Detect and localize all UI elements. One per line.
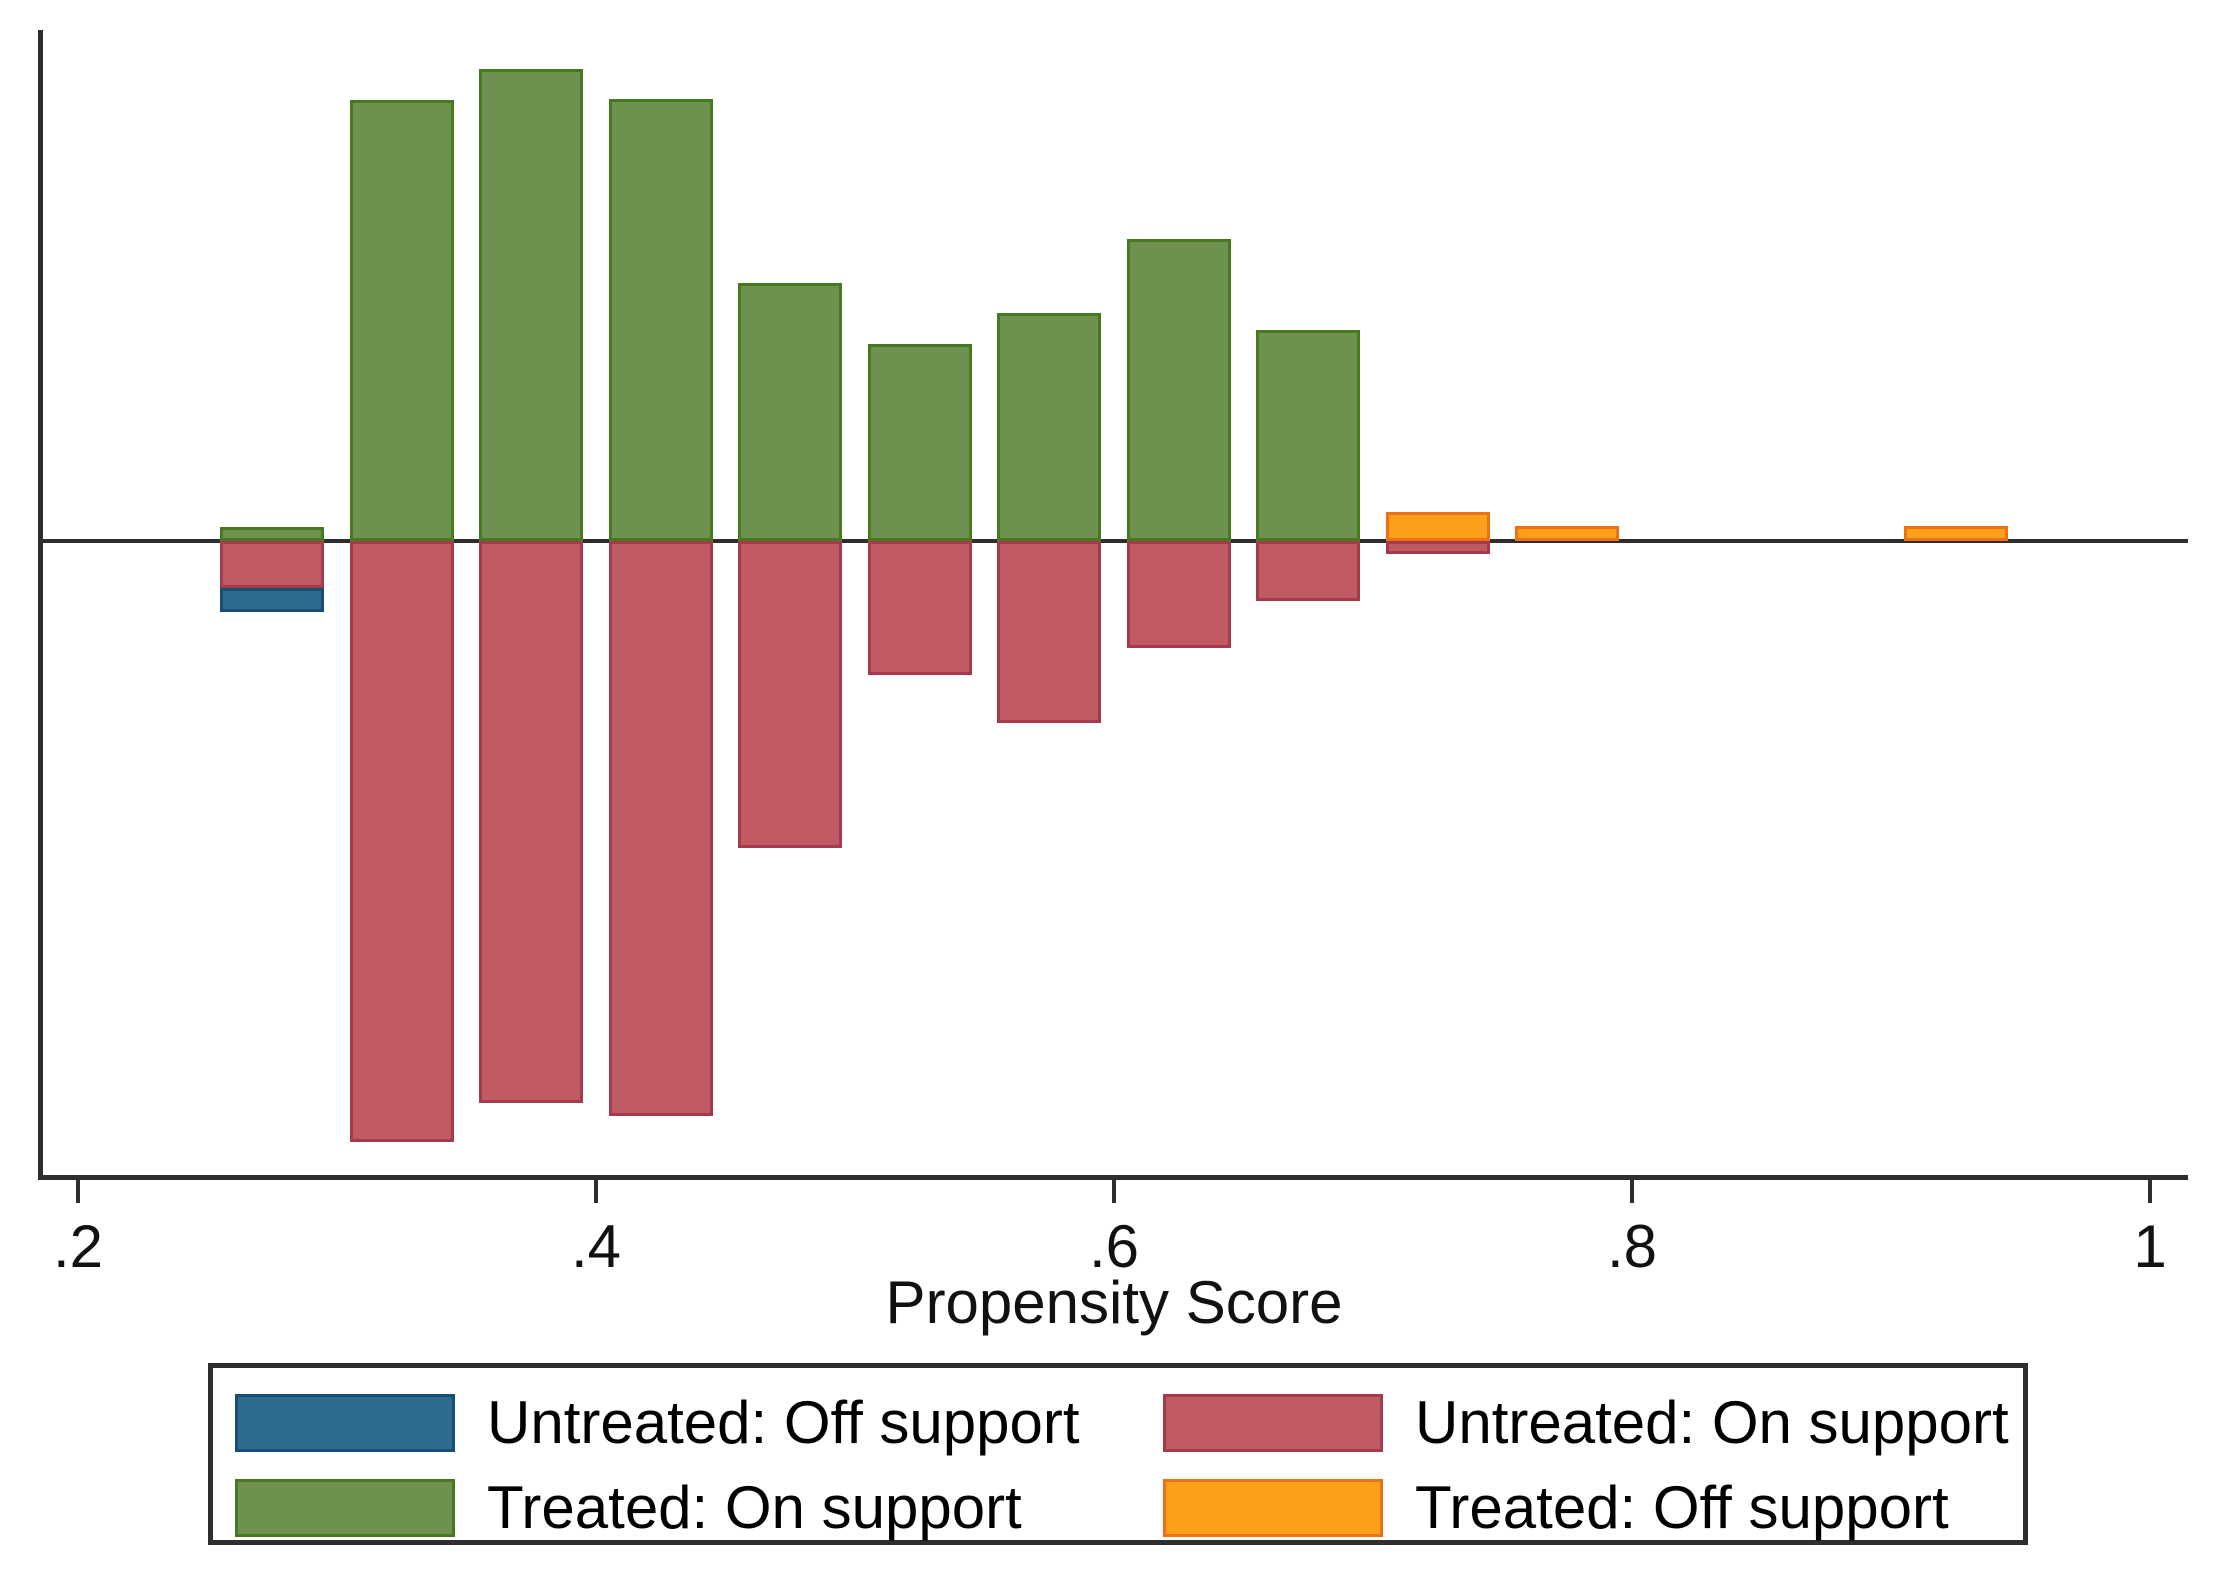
x-tick — [1630, 1177, 1634, 1203]
legend-entry-untreated-on: Untreated: On support — [1163, 1388, 2013, 1457]
zero-baseline — [40, 539, 2188, 543]
bar-treated-off-support — [1385, 512, 1490, 541]
legend-entry-treated-on: Treated: On support — [235, 1473, 1163, 1542]
bar-treated-on-support — [867, 344, 972, 541]
bar-untreated-on-support — [608, 541, 713, 1116]
legend-label-untreated-off: Untreated: Off support — [487, 1389, 1080, 1456]
bar-treated-on-support — [1126, 239, 1231, 541]
x-tick — [594, 1177, 598, 1203]
bar-treated-off-support — [1515, 526, 1620, 541]
bar-untreated-on-support — [867, 541, 972, 675]
legend: Untreated: Off support Untreated: On sup… — [208, 1363, 2028, 1545]
legend-swatch-treated-off-icon — [1163, 1478, 1383, 1537]
x-tick-label: 1 — [2133, 1213, 2167, 1280]
bar-treated-on-support — [220, 527, 325, 541]
bar-untreated-on-support — [220, 541, 325, 588]
bar-untreated-on-support — [479, 541, 584, 1103]
bar-treated-off-support — [1903, 526, 2008, 541]
legend-label-treated-off: Treated: Off support — [1415, 1474, 1949, 1541]
legend-entry-treated-off: Treated: Off support — [1163, 1473, 2013, 1542]
bar-treated-on-support — [349, 100, 454, 541]
x-tick-label: .2 — [52, 1213, 104, 1280]
bar-treated-on-support — [997, 313, 1102, 541]
legend-entry-untreated-off: Untreated: Off support — [235, 1388, 1163, 1457]
bar-untreated-off-support — [220, 588, 325, 612]
bar-treated-on-support — [738, 283, 843, 541]
bar-treated-on-support — [479, 69, 584, 541]
legend-swatch-untreated-on-icon — [1163, 1393, 1383, 1452]
bar-untreated-on-support — [738, 541, 843, 848]
legend-swatch-treated-on-icon — [235, 1478, 455, 1537]
bar-treated-on-support — [608, 99, 713, 541]
bar-untreated-on-support — [1385, 541, 1490, 554]
x-tick-label: .8 — [1606, 1213, 1658, 1280]
legend-label-untreated-on: Untreated: On support — [1415, 1389, 2009, 1456]
legend-label-treated-on: Treated: On support — [487, 1474, 1022, 1541]
x-tick — [1112, 1177, 1116, 1203]
x-axis-title: Propensity Score — [885, 1269, 1343, 1336]
x-tick — [76, 1177, 80, 1203]
bar-treated-on-support — [1256, 330, 1361, 541]
x-tick — [2148, 1177, 2152, 1203]
x-tick-label: .6 — [1088, 1213, 1140, 1280]
bar-untreated-on-support — [997, 541, 1102, 723]
x-tick-label: .4 — [570, 1213, 622, 1280]
bar-untreated-on-support — [349, 541, 454, 1142]
y-axis-line — [38, 30, 43, 1177]
bar-untreated-on-support — [1256, 541, 1361, 601]
bar-untreated-on-support — [1126, 541, 1231, 648]
legend-swatch-untreated-off-icon — [235, 1393, 455, 1452]
